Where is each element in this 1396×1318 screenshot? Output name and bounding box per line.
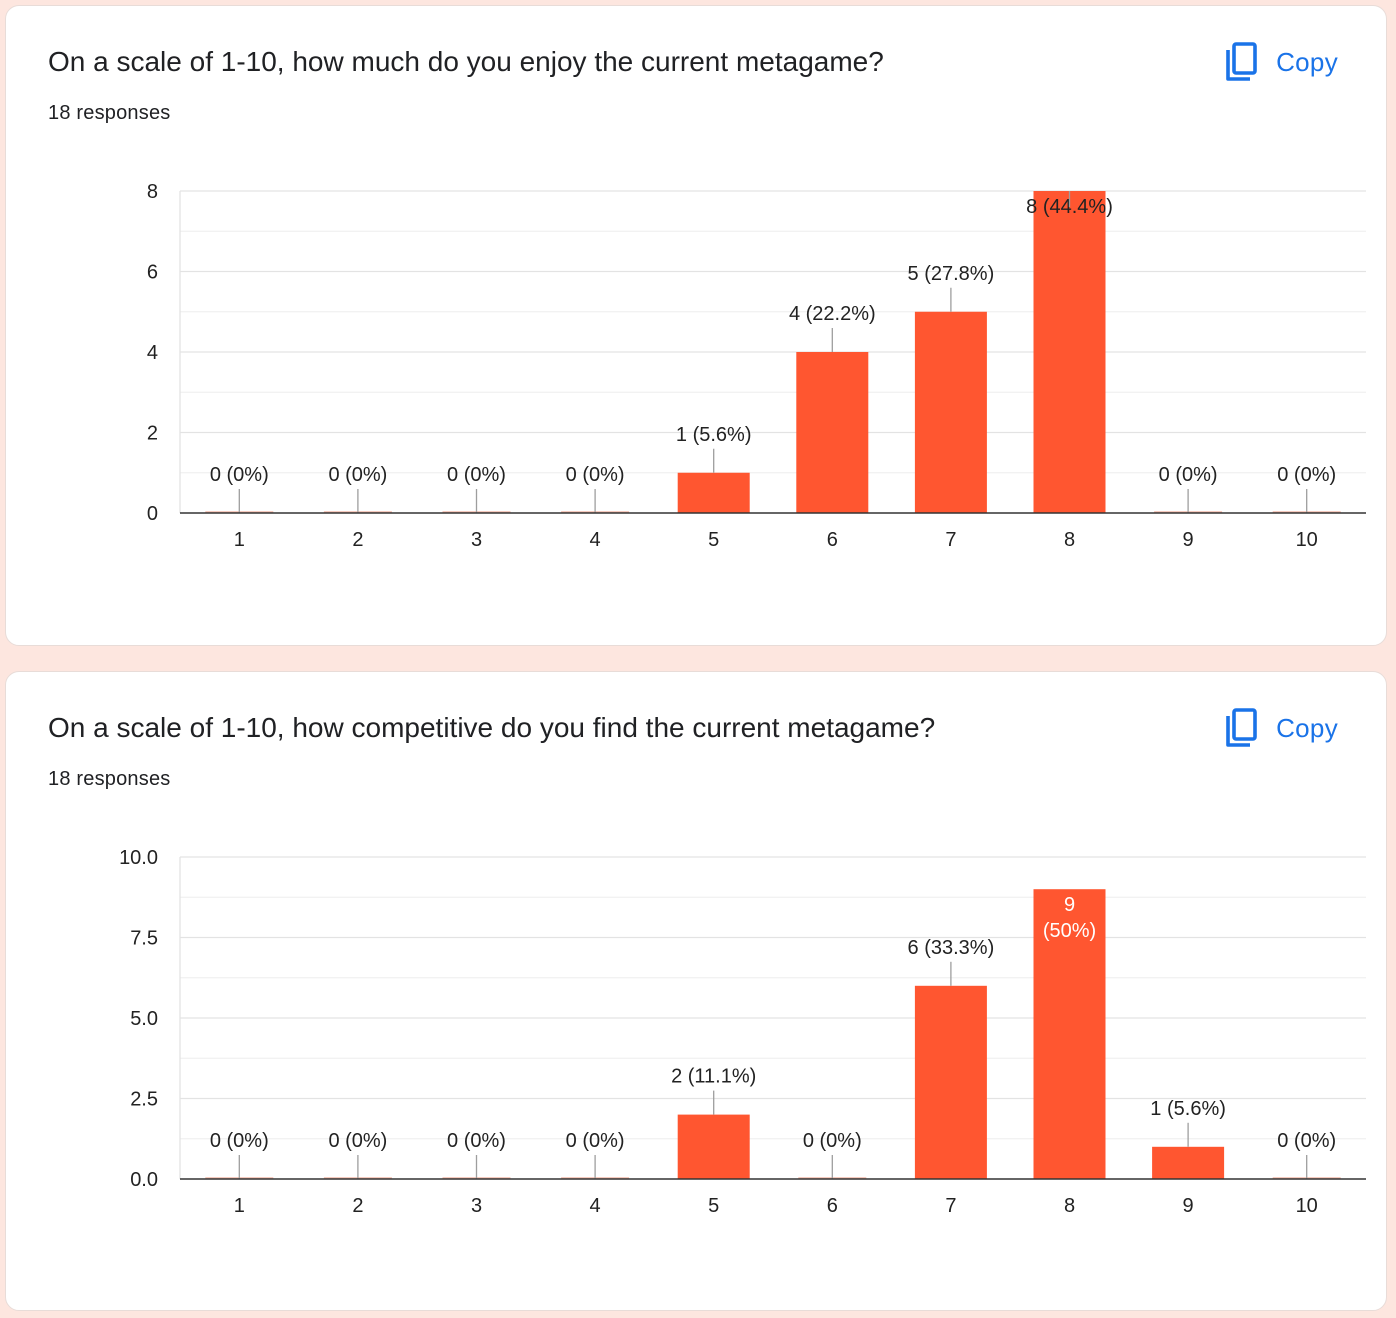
x-tick-label: 7: [945, 529, 956, 551]
data-label: 0 (0%): [210, 464, 269, 486]
data-label: 1 (5.6%): [1150, 1098, 1226, 1120]
data-label: 1 (5.6%): [676, 424, 752, 446]
y-tick-label: 2: [147, 423, 158, 445]
copy-button[interactable]: Copy: [1224, 706, 1338, 750]
data-label: 6 (33.3%): [908, 937, 995, 959]
data-label: 0 (0%): [447, 1130, 506, 1152]
bar: [914, 985, 987, 1179]
copy-icon: [1224, 42, 1258, 82]
y-tick-label: 4: [147, 342, 158, 364]
y-tick-label: 7.5: [130, 928, 158, 950]
y-tick-label: 6: [147, 262, 158, 284]
question-card-competitive: On a scale of 1-10, how competitive do y…: [5, 671, 1387, 1311]
data-label: 0 (0%): [210, 1130, 269, 1152]
data-label: 0 (0%): [803, 1130, 862, 1152]
y-tick-label: 2.5: [130, 1089, 158, 1111]
y-tick-label: 5.0: [130, 1008, 158, 1030]
copy-button[interactable]: Copy: [1224, 40, 1338, 84]
y-tick-label: 0: [147, 503, 158, 525]
question-card-enjoy: On a scale of 1-10, how much do you enjo…: [5, 5, 1387, 646]
copy-label: Copy: [1276, 712, 1338, 743]
data-label: 0 (0%): [1277, 1130, 1336, 1152]
data-label: 0 (0%): [328, 1130, 387, 1152]
x-tick-label: 2: [352, 1195, 363, 1217]
copy-icon: [1224, 708, 1258, 748]
x-tick-label: 10: [1296, 1195, 1318, 1217]
x-tick-label: 6: [827, 1195, 838, 1217]
data-label: 0 (0%): [1277, 464, 1336, 486]
data-label: 4 (22.2%): [789, 303, 876, 325]
x-tick-label: 10: [1296, 529, 1318, 551]
question-title: On a scale of 1-10, how competitive do y…: [48, 712, 936, 743]
x-tick-label: 2: [352, 529, 363, 551]
x-tick-label: 6: [827, 529, 838, 551]
x-tick-label: 8: [1064, 1195, 1075, 1217]
bar: [677, 1114, 750, 1179]
x-tick-label: 7: [945, 1195, 956, 1217]
x-tick-label: 5: [708, 529, 719, 551]
question-title: On a scale of 1-10, how much do you enjo…: [48, 46, 884, 77]
bar: [796, 352, 869, 513]
y-tick-label: 0.0: [130, 1169, 158, 1191]
copy-label: Copy: [1276, 46, 1338, 77]
x-tick-label: 1: [234, 1195, 245, 1217]
data-label: 9 (50%): [1043, 894, 1096, 942]
x-tick-label: 3: [471, 1195, 482, 1217]
x-tick-label: 8: [1064, 529, 1075, 551]
bar: [1033, 889, 1106, 1179]
data-label: 0 (0%): [328, 464, 387, 486]
bar: [677, 472, 750, 513]
response-count: 18 responses: [48, 768, 171, 790]
bar-chart-competitive: 0.0 2.5 5.0 7.5 10.0 0 (0%) 1 0 (0%) 2 0 (0%) 3 0 (…: [119, 847, 1366, 1217]
data-label: 2 (11.1%): [671, 1066, 756, 1088]
data-label: 0 (0%): [566, 1130, 625, 1152]
data-label: 0 (0%): [447, 464, 506, 486]
data-label: 5 (27.8%): [908, 263, 995, 285]
x-tick-label: 9: [1183, 1195, 1194, 1217]
bar: [1152, 1146, 1225, 1179]
x-tick-label: 5: [708, 1195, 719, 1217]
response-count: 18 responses: [48, 102, 171, 124]
y-tick-label: 10.0: [119, 847, 158, 869]
x-tick-label: 4: [590, 1195, 601, 1217]
data-label: 0 (0%): [566, 464, 625, 486]
bar: [1033, 191, 1106, 513]
x-tick-label: 3: [471, 529, 482, 551]
bar-chart-enjoy: 0 2 4 6 8 0 (0%) 1 0 (0%) 2 0 (0%) 3 0 (0%) 4 1 (5.6%…: [147, 181, 1366, 551]
bar: [914, 311, 987, 513]
x-tick-label: 9: [1183, 529, 1194, 551]
x-tick-label: 1: [234, 529, 245, 551]
data-label: 0 (0%): [1159, 464, 1218, 486]
y-tick-label: 8: [147, 181, 158, 203]
x-tick-label: 4: [590, 529, 601, 551]
